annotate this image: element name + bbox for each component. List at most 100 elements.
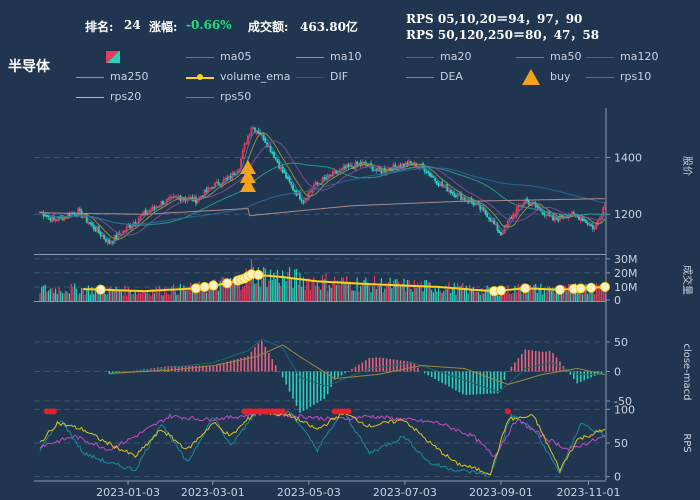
candle-body <box>286 177 289 179</box>
volume-bar <box>100 293 102 301</box>
volume-bar <box>431 290 433 301</box>
candle-body <box>56 219 59 222</box>
volume-bar <box>462 283 464 301</box>
macd-histogram-bar <box>111 371 114 374</box>
candle-body <box>451 191 454 194</box>
candle-body <box>243 143 246 151</box>
candle-body <box>475 202 478 205</box>
candle-body <box>143 211 145 216</box>
volume-bar <box>129 290 131 301</box>
volume-bar <box>273 272 275 301</box>
macd-histogram-bar <box>257 343 260 372</box>
volume-bar <box>346 276 348 301</box>
candle-body <box>302 201 305 204</box>
candle-body <box>553 216 556 222</box>
candle-body <box>51 216 54 222</box>
volume-bar <box>592 292 594 301</box>
volume-bar <box>405 291 407 301</box>
volume-bar <box>548 286 551 301</box>
candle-body <box>428 172 431 177</box>
macd-tick-label-1: 0 <box>614 365 621 378</box>
volume-bar <box>285 281 287 301</box>
candle-body <box>127 225 130 228</box>
candle-body <box>94 227 97 232</box>
macd-histogram-bar <box>541 351 544 372</box>
macd-histogram-bar <box>254 347 256 372</box>
volume-bar <box>443 290 445 301</box>
macd-histogram-bar <box>378 357 381 372</box>
volume-bar <box>282 270 284 301</box>
macd-histogram-bar <box>455 371 457 391</box>
macd-histogram-bar <box>222 362 225 372</box>
macd-histogram-bar <box>132 370 135 372</box>
candle-body <box>92 225 95 230</box>
volume-bar <box>89 294 91 301</box>
volume-bar <box>571 287 573 301</box>
candle-body <box>44 214 47 217</box>
macd-histogram-bar <box>215 364 218 372</box>
candle-body <box>394 164 397 167</box>
macd-histogram-bar <box>358 364 360 372</box>
volume-bar <box>486 285 488 301</box>
macd-histogram-bar <box>385 358 388 372</box>
volume-bar <box>204 288 206 301</box>
volume-bar <box>249 271 251 301</box>
volume-bar <box>94 287 97 301</box>
volume-bar <box>472 286 474 301</box>
volume-bar <box>434 288 436 301</box>
legend-ma20: ma20 <box>440 50 472 63</box>
volume-bar <box>314 285 317 301</box>
volume-bar <box>87 285 90 301</box>
volume-bar <box>115 286 117 301</box>
volume-bar <box>448 282 450 301</box>
volume-bar <box>126 295 128 301</box>
volume-bar <box>242 286 244 301</box>
volume-bar <box>207 283 209 301</box>
legend-DEA-swatch <box>406 77 434 78</box>
volume-bar <box>354 290 357 301</box>
candle-body <box>293 190 296 192</box>
volume-bar <box>297 284 299 301</box>
volume-bar <box>93 293 95 301</box>
macd-histogram-bar <box>475 371 478 395</box>
volume-bar <box>53 292 55 301</box>
volume-bar <box>145 292 147 301</box>
candle-body <box>45 215 48 217</box>
macd-histogram-bar <box>274 365 277 372</box>
candle-body <box>321 177 324 184</box>
volume-bar <box>86 288 88 301</box>
volume-bar <box>360 286 362 301</box>
macd-histogram-bar <box>243 357 246 372</box>
candle-body <box>195 197 197 204</box>
volume-bar <box>476 291 478 301</box>
candle-body <box>101 235 104 237</box>
volume-bar <box>578 292 580 301</box>
candle-body <box>245 142 248 145</box>
candle-body <box>215 181 218 184</box>
macd-histogram-bar <box>552 352 554 372</box>
volume-bar <box>41 286 43 301</box>
candle-body <box>106 238 109 243</box>
volume-bar <box>368 283 370 301</box>
macd-histogram-bar <box>351 368 353 372</box>
volume-bar <box>60 290 62 301</box>
volume-bar <box>153 293 155 301</box>
volume-bar <box>67 292 69 301</box>
volume-bar <box>344 283 346 301</box>
macd-histogram-bar <box>573 371 575 379</box>
volume-bar <box>569 284 571 301</box>
volume-bar <box>139 293 142 301</box>
macd-histogram-bar <box>600 371 603 373</box>
candle-body <box>340 168 343 171</box>
volume-bar <box>54 288 57 301</box>
volume-bar <box>247 279 249 301</box>
volume-bar <box>427 282 429 301</box>
candle-body <box>513 214 516 217</box>
candle-body <box>115 234 118 239</box>
legend-rps10-swatch <box>586 77 614 78</box>
volume-bar <box>599 284 601 301</box>
candle-body <box>572 212 575 215</box>
volume-bar <box>202 291 204 301</box>
volume-bar <box>429 282 431 301</box>
volume-bar <box>436 291 438 301</box>
